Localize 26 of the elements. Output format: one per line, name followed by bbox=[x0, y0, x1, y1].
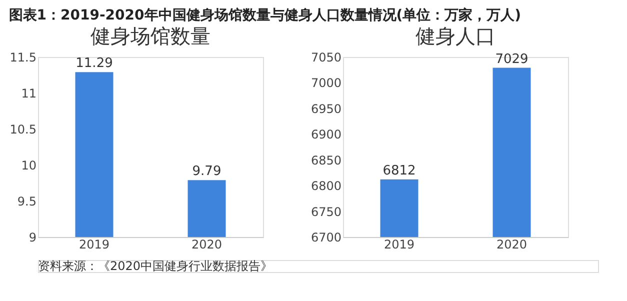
y-tick-label: 10.5 bbox=[10, 122, 36, 136]
y-tick-label: 11 bbox=[21, 86, 36, 100]
x-tick-label: 2020 bbox=[191, 238, 222, 252]
chart-title: 健身场馆数量 bbox=[90, 24, 210, 48]
text: 图表1：2019-2020年中国健身场馆数量与健身人口数量情况(单位：万家，万人) bbox=[8, 6, 522, 24]
y-tick-label: 10 bbox=[21, 158, 36, 172]
data-label: 9.79 bbox=[192, 164, 222, 180]
y-tick-label: 11.5 bbox=[10, 50, 36, 64]
data-label: 6812 bbox=[382, 163, 416, 178]
x-tick-label: 2019 bbox=[384, 238, 415, 252]
y-tick-label: 6850 bbox=[310, 153, 342, 168]
chart-title: 健身人口 bbox=[416, 24, 496, 48]
y-tick-label: 6800 bbox=[310, 179, 342, 194]
y-tick-label: 6750 bbox=[310, 204, 342, 219]
x-tick-label: 2019 bbox=[78, 238, 110, 252]
data-label: 11.29 bbox=[76, 56, 113, 72]
y-tick-label: 6700 bbox=[310, 230, 342, 244]
x-tick-label: 2020 bbox=[496, 238, 528, 252]
y-tick-label: 6950 bbox=[310, 102, 342, 116]
data-label: 7029 bbox=[495, 52, 528, 67]
y-tick-label: 6900 bbox=[310, 128, 342, 142]
y-tick-label: 9.5 bbox=[17, 194, 36, 208]
text: 资料来源：《2020中国健身行业数据报告》 bbox=[38, 259, 273, 273]
y-tick-label: 7000 bbox=[310, 76, 342, 90]
y-tick-label: 9 bbox=[28, 230, 36, 244]
y-tick-label: 7050 bbox=[310, 50, 342, 64]
